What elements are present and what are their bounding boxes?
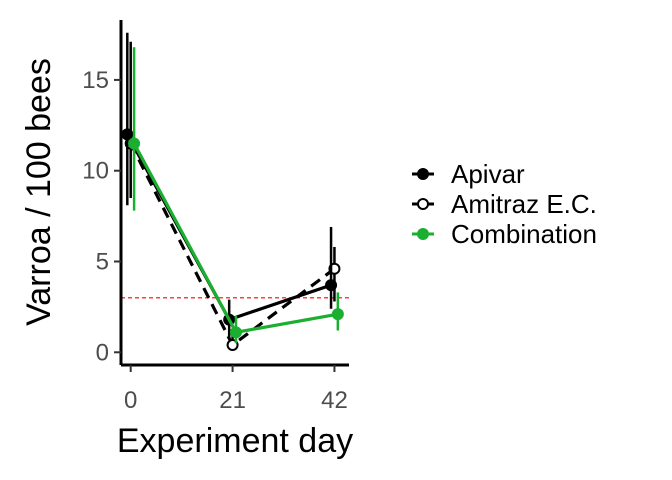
legend-item: Apivar: [412, 159, 525, 189]
y-tick-label: 0: [96, 339, 109, 366]
data-point: [121, 128, 134, 141]
x-tick-label: 0: [124, 387, 137, 414]
x-tick-label: 21: [219, 387, 246, 414]
x-tick-label: 42: [321, 387, 348, 414]
legend-key-marker: [417, 198, 429, 210]
y-tick-label: 10: [82, 158, 109, 185]
legend-item: Amitraz E.C.: [412, 189, 597, 219]
series-line: [132, 142, 339, 335]
data-point: [331, 308, 344, 321]
data-point: [128, 137, 141, 150]
series-line: [125, 133, 332, 322]
series-combination: [128, 47, 344, 344]
series-amitraz-e-c: [124, 41, 341, 352]
legend-label: Combination: [451, 219, 597, 249]
data-point: [325, 279, 338, 292]
legend-label: Apivar: [451, 159, 525, 189]
x-axis-title: Experiment day: [117, 422, 353, 460]
legend-label: Amitraz E.C.: [451, 189, 597, 219]
y-tick-label: 15: [82, 67, 109, 94]
y-axis-title: Varroa / 100 bees: [20, 58, 58, 326]
y-tick-label: 5: [96, 249, 109, 276]
legend-item: Combination: [412, 219, 597, 249]
legend-key-marker: [417, 228, 429, 240]
data-point: [229, 326, 242, 339]
legend-key-marker: [417, 168, 429, 180]
